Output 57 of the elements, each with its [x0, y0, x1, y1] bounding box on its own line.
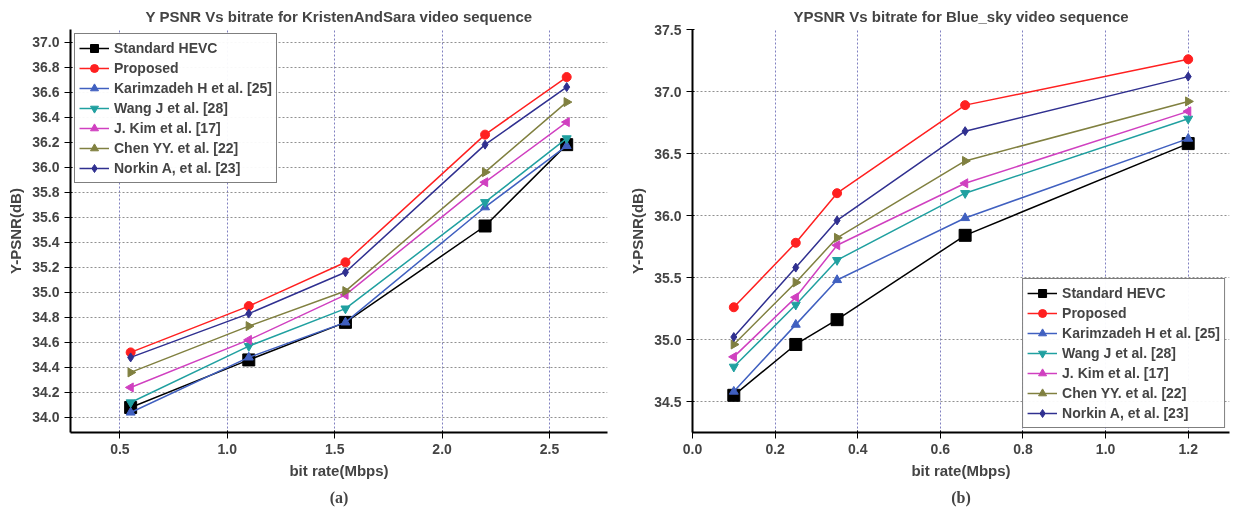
legend-label: Chen YY. et al. [22]: [1062, 385, 1187, 401]
x-tick-label: 1.0: [1095, 440, 1116, 457]
x-tick-label: 0.4: [848, 440, 868, 457]
x-axis-title: bit rate(Mbps): [911, 461, 1011, 479]
legend-label: Karimzadeh H et al. [25]: [114, 80, 272, 96]
legend-label: Proposed: [1062, 305, 1127, 321]
y-tick-label: 35.5: [654, 269, 682, 286]
y-tick-label: 34.2: [32, 384, 60, 401]
legend-label: Karimzadeh H et al. [25]: [1062, 325, 1220, 341]
y-tick-label: 34.5: [654, 393, 682, 410]
y-tick-label: 34.6: [32, 334, 60, 351]
y-tick-label: 36.5: [654, 145, 682, 162]
y-tick-label: 36.0: [654, 207, 682, 224]
chart-title: Y PSNR Vs bitrate for KristenAndSara video sequence: [145, 7, 533, 25]
y-tick-label: 35.2: [32, 259, 60, 276]
legend-label: Wang J et al. [28]: [1062, 345, 1176, 361]
y-axis-title: Y-PSNR(dB): [7, 188, 25, 274]
legend-label: Standard HEVC: [1062, 285, 1166, 301]
y-tick-label: 34.8: [32, 309, 60, 326]
legend-label: Norkin A, et al. [23]: [1062, 405, 1189, 421]
x-tick-label: 1.0: [217, 440, 238, 457]
x-tick-label: 2.0: [432, 440, 453, 457]
legend-label: Chen YY. et al. [22]: [114, 140, 239, 156]
legend-label: Norkin A, et al. [23]: [114, 160, 241, 176]
y-tick-label: 35.6: [32, 209, 60, 226]
y-tick-label: 37.5: [654, 21, 682, 38]
y-tick-label: 35.4: [32, 234, 60, 251]
x-tick-label: 0.5: [110, 440, 130, 457]
legend-label: J. Kim et al. [17]: [1062, 365, 1169, 381]
y-tick-label: 36.8: [32, 59, 60, 76]
y-tick-label: 34.0: [32, 409, 60, 426]
y-tick-label: 37.0: [654, 83, 682, 100]
x-tick-label: 0.0: [682, 440, 703, 457]
y-tick-label: 34.4: [32, 359, 60, 376]
x-tick-label: 0.2: [765, 440, 786, 457]
legend-label: J. Kim et al. [17]: [114, 120, 221, 136]
x-tick-label: 0.8: [1013, 440, 1033, 457]
legend-label: Wang J et al. [28]: [114, 100, 228, 116]
y-tick-label: 35.0: [654, 331, 682, 348]
y-axis-title: Y-PSNR(dB): [629, 188, 647, 274]
legend-label: Standard HEVC: [114, 40, 218, 56]
x-tick-label: 0.6: [930, 440, 951, 457]
y-tick-label: 36.2: [32, 134, 60, 151]
x-tick-label: 2.5: [539, 440, 560, 457]
x-tick-label: 1.2: [1178, 440, 1199, 457]
text: (a): [329, 488, 349, 507]
chart-title: YPSNR Vs bitrate for Blue_sky video sequence: [793, 7, 1129, 25]
y-tick-label: 36.6: [32, 84, 60, 101]
y-tick-label: 35.0: [32, 284, 60, 301]
text: (b): [951, 488, 971, 507]
x-tick-label: 1.5: [324, 440, 345, 457]
y-tick-label: 36.0: [32, 159, 60, 176]
x-axis-title: bit rate(Mbps): [289, 461, 389, 479]
y-tick-label: 35.8: [32, 184, 60, 201]
legend-label: Proposed: [114, 60, 179, 76]
y-tick-label: 36.4: [32, 109, 60, 126]
y-tick-label: 37.0: [32, 34, 60, 51]
